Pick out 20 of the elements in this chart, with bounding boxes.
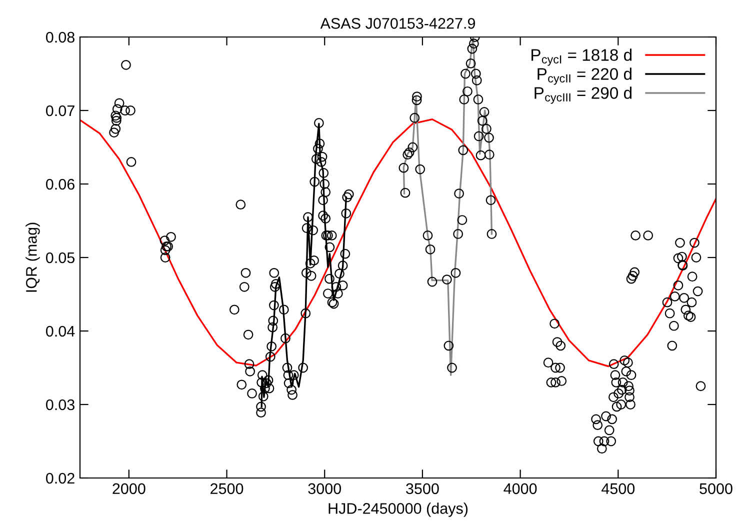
x-tick-label: 3500 xyxy=(406,483,439,494)
y-tick-label: 0.07 xyxy=(46,105,74,116)
x-tick-label: 5000 xyxy=(700,483,732,494)
x-tick-label: 2500 xyxy=(210,483,244,494)
y-tick-label: 0.02 xyxy=(46,472,74,484)
y-tick-label: 0.08 xyxy=(46,32,74,43)
x-tick-label: 3000 xyxy=(308,483,342,494)
y-tick-label: 0.03 xyxy=(46,399,74,410)
y-axis-title: IQR (mag) xyxy=(26,222,40,292)
x-tick-label: 4000 xyxy=(504,483,537,494)
y-tick-label: 0.06 xyxy=(46,178,74,190)
x-tick-label: 4500 xyxy=(602,483,635,494)
legend-label: P$_{cycIII}$ = 290 d xyxy=(534,86,632,104)
x-tick-label: 2000 xyxy=(112,483,146,494)
chart-title: ASAS J070153-4227.9 xyxy=(320,18,475,29)
y-tick-label: 0.05 xyxy=(46,252,74,264)
legend-label: P$_{cycI}$ = 1818 d xyxy=(532,48,632,66)
y-tick-label: 0.04 xyxy=(46,326,75,337)
x-axis-title: HJD-2450000 (days) xyxy=(328,502,468,517)
legend-label: P$_{cycII}$ = 220 d xyxy=(538,68,632,85)
